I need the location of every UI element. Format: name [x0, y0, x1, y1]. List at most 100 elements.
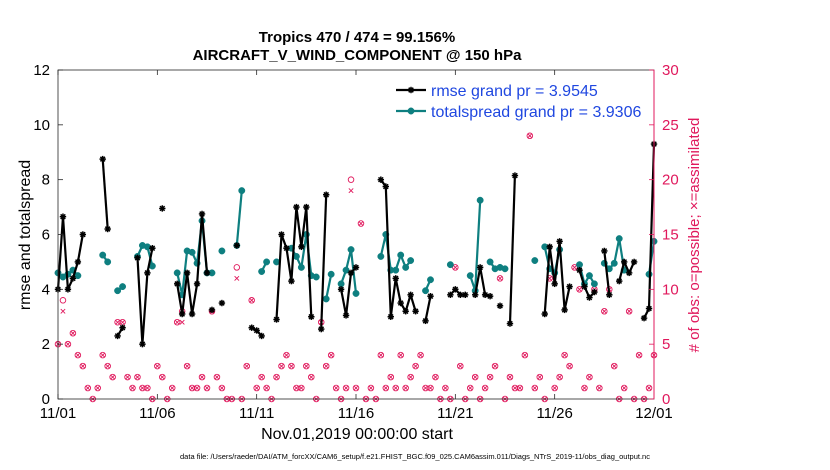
y-right-tick-label: 30	[662, 62, 679, 79]
rmse-point	[397, 299, 404, 307]
marker-stroke	[606, 291, 613, 298]
marker-stroke	[65, 286, 71, 293]
y-axis-left-label: rmse and totalspread	[17, 160, 34, 310]
obs-possible-point	[531, 384, 539, 392]
obs-possible-point	[402, 384, 409, 392]
marker-stroke	[452, 286, 459, 293]
obs-assimilated-point	[393, 385, 399, 391]
marker-stroke	[541, 311, 548, 317]
obs-assimilated-stroke	[234, 275, 240, 281]
obs-assimilated-stroke	[204, 385, 210, 391]
obs-assimilated-point	[70, 330, 76, 336]
obs-possible-point	[154, 362, 161, 370]
marker-stroke	[308, 313, 315, 320]
spread-point	[531, 257, 539, 264]
obs-possible-point	[526, 132, 534, 140]
obs-assimilated-point	[492, 363, 498, 369]
obs-assimilated-point	[244, 363, 250, 369]
rmse-point	[74, 258, 82, 266]
marker-stroke	[80, 231, 86, 238]
obs-assimilated-point	[288, 363, 294, 369]
obs-possible-point	[263, 384, 270, 392]
obs-assimilated-stroke	[621, 385, 627, 391]
obs-possible-point	[581, 384, 588, 392]
obs-assimilated-stroke	[393, 385, 399, 391]
obs-assimilated-point	[234, 275, 240, 281]
rmse-point	[69, 275, 77, 282]
legend-rmse-label: rmse grand pr = 3.9545	[431, 83, 598, 100]
obs-assimilated-point	[388, 374, 394, 380]
obs-assimilated-point	[413, 363, 419, 369]
spread-line	[325, 274, 333, 300]
spread-point	[99, 251, 107, 259]
spread-point	[392, 266, 400, 274]
obs-assimilated-point	[353, 385, 359, 391]
rmse-point	[486, 292, 494, 300]
obs-assimilated-stroke	[487, 374, 493, 380]
y-axis-right-label: # of obs: o=possible; ×=assimilated	[686, 118, 703, 353]
rmse-point	[546, 243, 553, 251]
obs-possible-point	[99, 351, 106, 359]
x-tick-label: 11/01	[40, 405, 76, 422]
rmse-point	[342, 312, 350, 319]
rmse-point	[278, 231, 285, 238]
obs-assimilated-point	[626, 308, 632, 314]
obs-assimilated-stroke	[423, 385, 429, 391]
obs-possible-point	[168, 384, 176, 392]
obs-assimilated-point	[105, 363, 111, 369]
obs-assimilated-stroke	[418, 352, 424, 358]
chart-subtitle: AIRCRAFT_V_WIND_COMPONENT @ 150 hPa	[193, 47, 523, 64]
obs-possible-point	[218, 384, 226, 392]
obs-assimilated-point	[403, 385, 409, 391]
obs-assimilated-point	[204, 385, 210, 391]
marker-stroke	[457, 291, 464, 298]
obs-assimilated-point	[283, 352, 289, 358]
obs-possible-point	[159, 373, 166, 381]
rmse-point	[352, 264, 360, 271]
rmse-point	[258, 332, 265, 340]
spread-point	[610, 259, 618, 267]
rmse-point	[476, 264, 484, 271]
marker-stroke	[561, 307, 568, 313]
obs-assimilated-point	[184, 363, 190, 369]
obs-possible-point	[124, 373, 131, 381]
obs-assimilated-point	[512, 385, 518, 391]
marker-stroke	[422, 318, 429, 324]
marker-stroke	[387, 313, 394, 320]
obs-possible-point	[104, 362, 111, 370]
rmse-point	[104, 225, 111, 233]
obs-possible-point	[635, 351, 643, 359]
spread-point	[585, 272, 593, 280]
obs-assimilated-stroke	[323, 363, 329, 369]
y-left-tick-label: 6	[42, 227, 50, 244]
marker-stroke	[447, 291, 454, 298]
obs-assimilated-stroke	[174, 319, 180, 325]
rmse-line	[424, 295, 432, 322]
rmse-point	[183, 269, 191, 277]
obs-assimilated-point	[154, 363, 160, 369]
obs-assimilated-point	[144, 385, 150, 391]
rmse-line	[320, 194, 328, 330]
obs-assimilated-stroke	[368, 385, 374, 391]
marker-stroke	[273, 316, 280, 323]
rmse-point	[119, 324, 126, 331]
obs-possible-point	[233, 264, 241, 271]
obs-possible-point	[243, 362, 250, 370]
obs-assimilated-point	[472, 374, 478, 380]
obs-assimilated-stroke	[413, 363, 419, 369]
y-left-tick-label: 10	[33, 117, 50, 134]
rmse-point	[178, 310, 186, 318]
obs-assimilated-point	[249, 297, 255, 303]
obs-possible-point	[601, 308, 608, 315]
rmse-point	[139, 340, 146, 348]
obs-assimilated-stroke	[427, 385, 434, 391]
spread-point	[427, 276, 434, 284]
obs-possible-point	[556, 373, 563, 381]
obs-assimilated-point	[581, 385, 587, 391]
spread-point	[347, 246, 355, 254]
rmse-point	[193, 280, 201, 288]
obs-assimilated-stroke	[482, 385, 488, 391]
obs-assimilated-point	[532, 385, 538, 391]
marker-stroke	[477, 264, 483, 271]
